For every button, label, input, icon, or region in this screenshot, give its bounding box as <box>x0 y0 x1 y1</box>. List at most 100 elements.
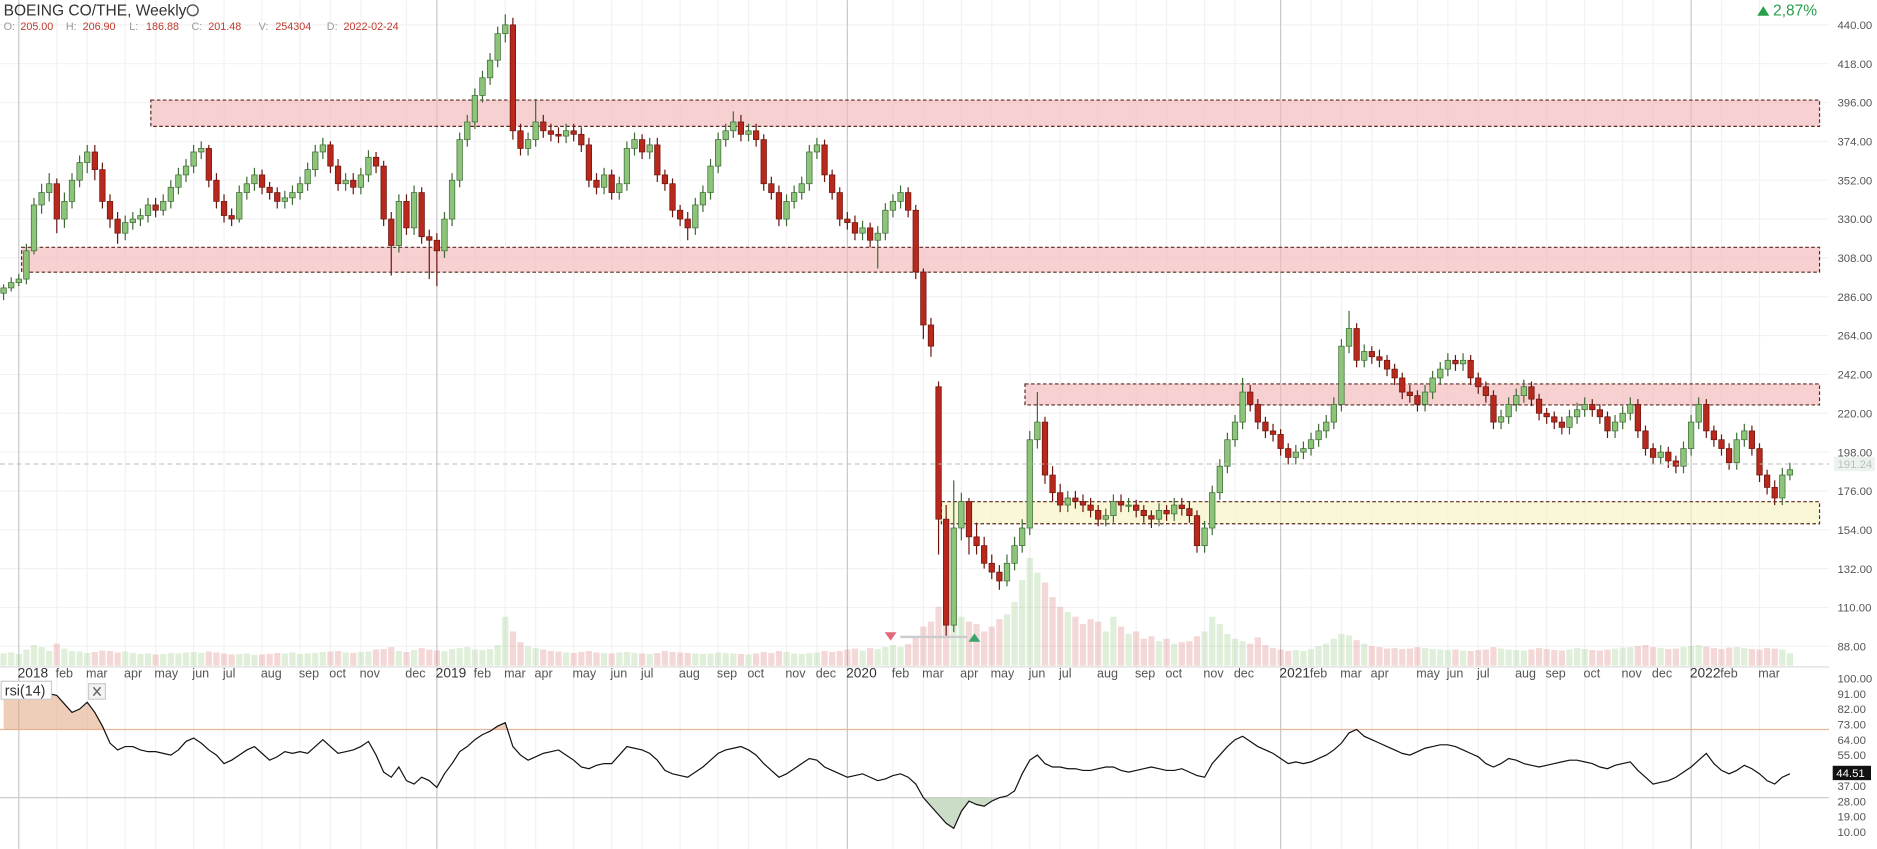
volume-bar <box>281 653 288 666</box>
volume-bar <box>15 653 22 666</box>
candle-body <box>122 222 129 234</box>
volume-bar <box>1034 572 1041 666</box>
volume-bar <box>775 651 783 666</box>
volume-bar <box>410 650 418 666</box>
volume-bar <box>486 649 494 666</box>
volume-bar <box>1026 557 1033 666</box>
candle-body <box>973 536 980 547</box>
candle-body <box>464 121 471 140</box>
volume-bar <box>730 653 737 666</box>
candle-body <box>889 201 897 211</box>
candle-body <box>281 197 288 202</box>
volume-bar <box>646 653 653 666</box>
x-tick-label: oct <box>329 667 346 681</box>
volume-bar <box>1269 648 1277 666</box>
x-tick-label: apr <box>960 667 978 681</box>
candle-body <box>1406 391 1413 396</box>
volume-bar <box>1505 649 1512 666</box>
volume-bar <box>46 651 53 666</box>
y-tick-label: 198.00 <box>1837 447 1872 459</box>
volume-bar <box>509 631 516 666</box>
volume-bar <box>1117 626 1125 666</box>
y-tick-label: 374.00 <box>1837 137 1872 149</box>
candle-body <box>1566 416 1573 428</box>
volume-bar <box>357 651 364 666</box>
volume-bar <box>289 652 296 666</box>
volume-bar <box>1133 631 1140 666</box>
candle-body <box>1786 469 1794 476</box>
y-tick-label: 264.00 <box>1837 331 1872 343</box>
volume-bar <box>737 653 745 666</box>
candle-body <box>1376 356 1383 361</box>
x-tick-label: jul <box>640 667 654 681</box>
candle-body <box>1019 527 1026 547</box>
volume-bar <box>319 651 326 666</box>
volume-bar <box>1551 650 1558 666</box>
candle-body <box>1475 377 1482 388</box>
x-tick-label: aug <box>261 667 282 681</box>
candle-body <box>1467 359 1474 379</box>
volume-bar <box>1421 648 1429 666</box>
volume-bar <box>1741 648 1748 666</box>
candle-body <box>152 204 159 211</box>
x-tick-label: nov <box>360 667 381 681</box>
x-tick-label: sep <box>1135 667 1155 681</box>
volume-bar <box>722 652 729 666</box>
candle-body <box>1756 448 1763 476</box>
x-tick-label: may <box>572 667 596 681</box>
candle-body <box>1171 504 1178 515</box>
candle-body <box>388 218 395 246</box>
x-tick-label: dec <box>1652 667 1672 681</box>
candle-body <box>1611 421 1619 432</box>
volume-bar <box>1072 616 1079 666</box>
candle-body <box>965 501 973 538</box>
candle-body <box>532 121 539 140</box>
volume-bar <box>1497 648 1505 666</box>
volume-bar <box>205 651 212 666</box>
volume-bar <box>304 653 311 666</box>
candle-body <box>1573 409 1581 418</box>
volume-bar <box>1102 631 1109 666</box>
volume-bar <box>1049 597 1056 666</box>
candle-body <box>53 183 60 220</box>
volume-bar <box>160 653 167 666</box>
x-tick-label: sep <box>299 667 319 681</box>
candle-body <box>91 151 98 170</box>
rsi-oversold-fill <box>923 797 1000 829</box>
candle-body <box>988 562 995 573</box>
y-tick-label: 440.00 <box>1837 20 1872 32</box>
candle-body <box>137 215 144 220</box>
candle-body <box>357 174 364 188</box>
x-tick-label: dec <box>1234 667 1254 681</box>
volume-bar <box>973 624 980 666</box>
volume-bar <box>1665 649 1672 666</box>
candle-body <box>867 227 874 241</box>
volume-bar <box>684 652 691 666</box>
candle-body <box>1680 448 1687 467</box>
candle-body <box>1779 474 1786 499</box>
volume-bar <box>1695 645 1702 666</box>
candle-body <box>1292 451 1299 458</box>
volume-bar <box>851 648 859 666</box>
x-tick-label: nov <box>1621 667 1642 681</box>
candle-body <box>1095 509 1102 520</box>
volume-bar <box>464 647 471 666</box>
x-tick-label: aug <box>679 667 700 681</box>
volume-bar <box>1513 650 1520 666</box>
volume-bar <box>1680 647 1687 666</box>
candle-body <box>760 139 767 185</box>
x-tick-label: sep <box>1545 667 1565 681</box>
volume-bar <box>1657 648 1664 666</box>
volume-bar <box>623 651 631 666</box>
indicator-label-box[interactable] <box>0 680 53 700</box>
candle-body <box>1535 398 1543 414</box>
candle-body <box>1748 430 1756 449</box>
volume-bar <box>1140 638 1147 666</box>
change-percent: 2,87% <box>1773 3 1817 20</box>
candle-body <box>623 148 631 185</box>
candle-body <box>380 165 387 220</box>
candle-body <box>851 222 859 234</box>
volume-bar <box>1391 648 1398 666</box>
rsi-last-box <box>1832 765 1872 781</box>
